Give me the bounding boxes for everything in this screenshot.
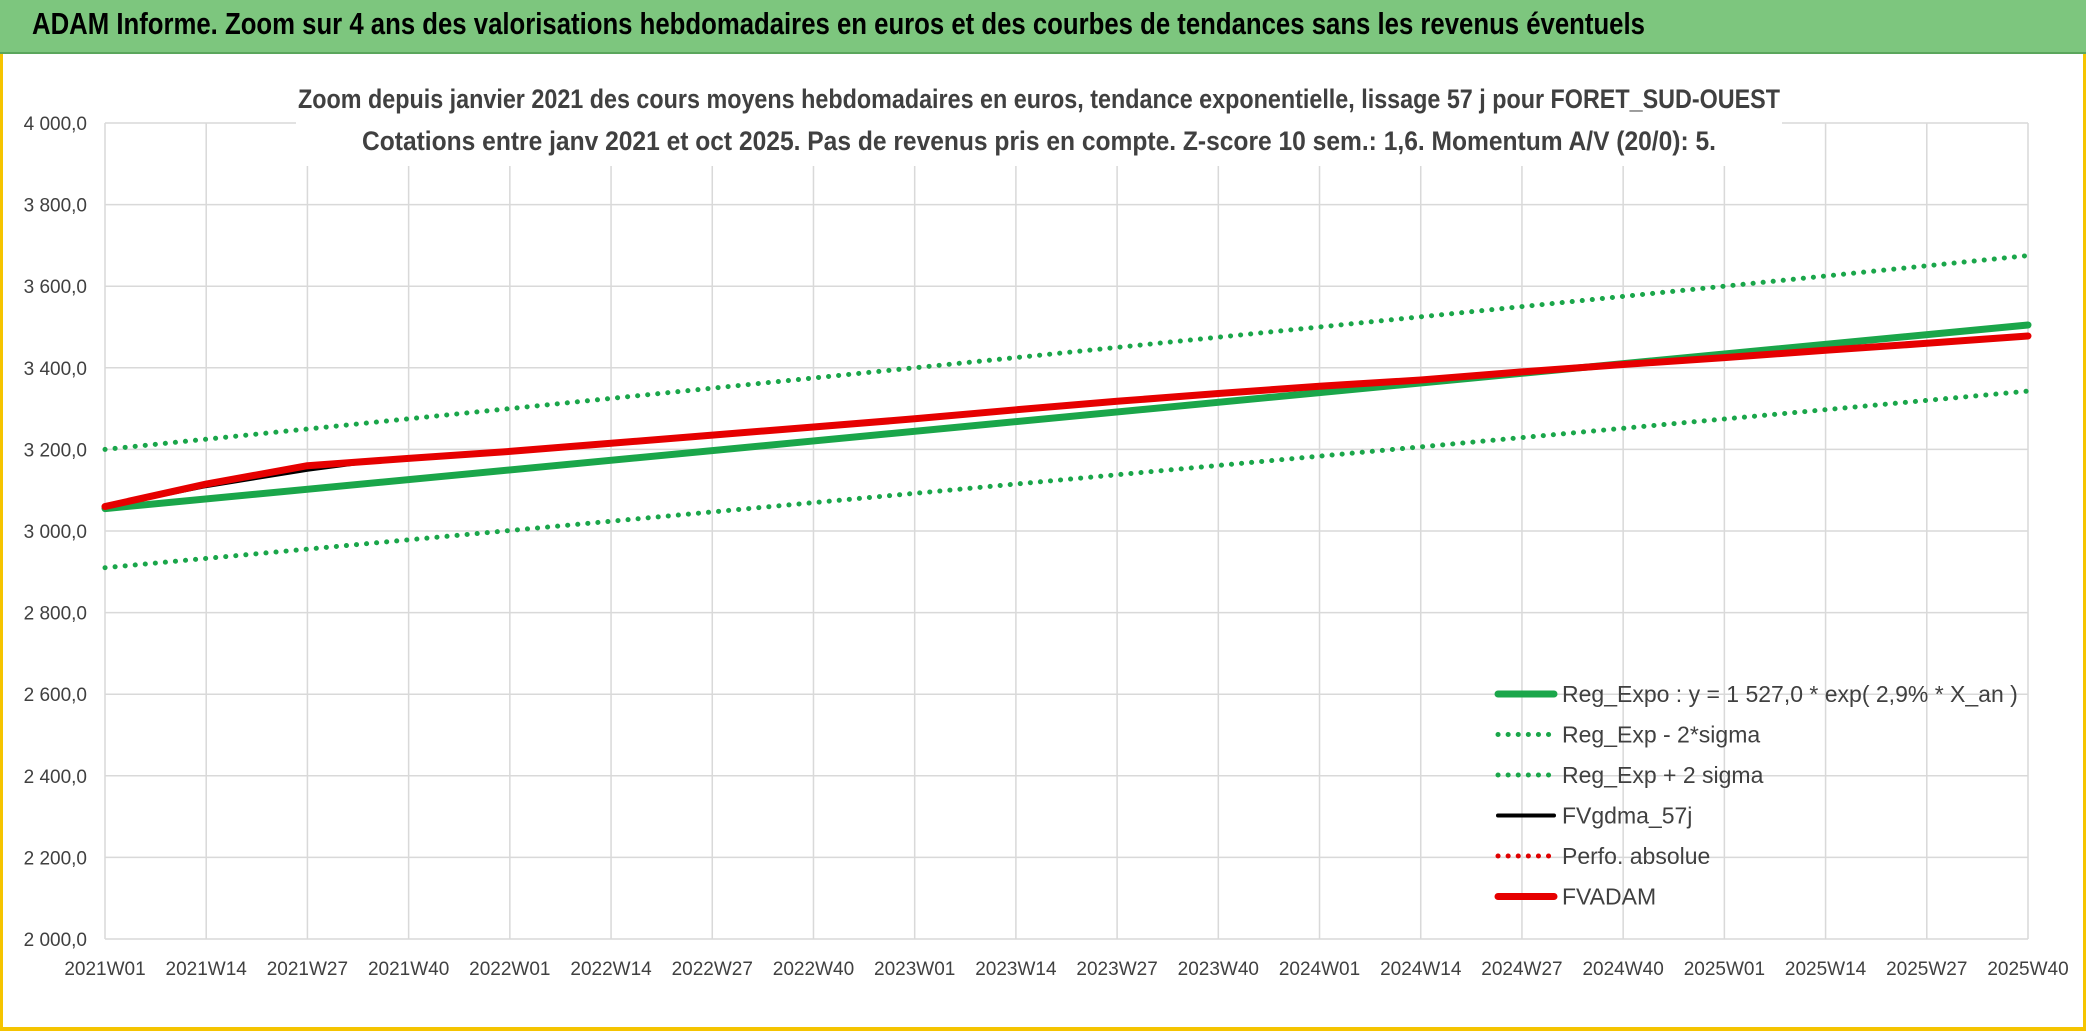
x-tick-label: 2021W01 (64, 959, 145, 980)
x-tick-label: 2024W14 (1380, 959, 1462, 980)
series-line (101, 332, 2032, 510)
y-tick-label: 2 000,0 (24, 930, 87, 951)
x-tick-label: 2022W14 (570, 959, 652, 980)
legend-entry-label: Reg_Exp + 2 sigma (1562, 762, 1764, 788)
x-tick-label: 2025W27 (1886, 959, 1967, 980)
series-line (101, 321, 2032, 513)
y-tick-label: 3 200,0 (24, 440, 87, 461)
legend-entry-label: Reg_Expo : y = 1 527,0 * exp( 2,9% * X_a… (1562, 681, 2018, 707)
x-tick-label: 2021W14 (166, 959, 248, 980)
legend-entry-label: Perfo. absolue (1562, 843, 1710, 869)
x-tick-label: 2023W27 (1076, 959, 1157, 980)
chart-series (101, 253, 2032, 571)
chart-title-line1: Zoom depuis janvier 2021 des cours moyen… (298, 84, 1780, 114)
y-tick-label: 3 800,0 (24, 196, 87, 217)
legend-entry-label: FVADAM (1562, 884, 1656, 910)
series-line (102, 388, 2031, 571)
x-tick-label: 2021W27 (267, 959, 348, 980)
y-tick-label: 4 000,0 (24, 114, 87, 135)
x-tick-label: 2022W01 (469, 959, 550, 980)
x-tick-label: 2024W27 (1481, 959, 1562, 980)
x-axis-ticks: 2021W01 2021W14 2021W27 2021W40 2022W01 2022W… (64, 959, 2068, 980)
x-tick-label: 2022W40 (773, 959, 854, 980)
x-tick-label: 2025W14 (1785, 959, 1867, 980)
chart-title-backdrop (296, 76, 1782, 166)
y-tick-label: 2 600,0 (24, 685, 87, 706)
x-tick-label: 2023W14 (975, 959, 1057, 980)
chart-legend: Reg_Expo : y = 1 527,0 * exp( 2,9% * X_a… (1494, 681, 2018, 910)
y-tick-label: 2 400,0 (24, 767, 87, 788)
x-tick-label: 2025W01 (1684, 959, 1765, 980)
chart-title-line2: Cotations entre janv 2021 et oct 2025. P… (362, 126, 1716, 156)
chart-grid (104, 122, 2029, 940)
header-banner: ADAM Informe. Zoom sur 4 ans des valoris… (0, 0, 2086, 54)
x-tick-label: 2022W27 (672, 959, 753, 980)
y-tick-label: 3 000,0 (24, 522, 87, 543)
legend-entry-label: Reg_Exp - 2*sigma (1562, 722, 1760, 748)
x-tick-label: 2023W01 (874, 959, 955, 980)
x-tick-label: 2021W40 (368, 959, 449, 980)
y-tick-label: 3 600,0 (24, 277, 87, 298)
series-line (102, 253, 2031, 452)
x-tick-label: 2023W40 (1178, 959, 1259, 980)
x-tick-label: 2025W40 (1987, 959, 2068, 980)
y-tick-label: 3 400,0 (24, 359, 87, 380)
x-tick-label: 2024W40 (1582, 959, 1663, 980)
chart-title-group: Zoom depuis janvier 2021 des cours moyen… (296, 76, 1782, 166)
y-axis-ticks: 2 000,0 2 200,0 2 400,0 2 600,0 2 800,0 3 000… (24, 114, 87, 951)
x-tick-label: 2024W01 (1279, 959, 1360, 980)
y-tick-label: 2 200,0 (24, 848, 87, 869)
legend-entry-label: FVgdma_57j (1562, 803, 1692, 829)
y-tick-label: 2 800,0 (24, 604, 87, 625)
banner-title: ADAM Informe. Zoom sur 4 ans des valoris… (32, 6, 1645, 41)
